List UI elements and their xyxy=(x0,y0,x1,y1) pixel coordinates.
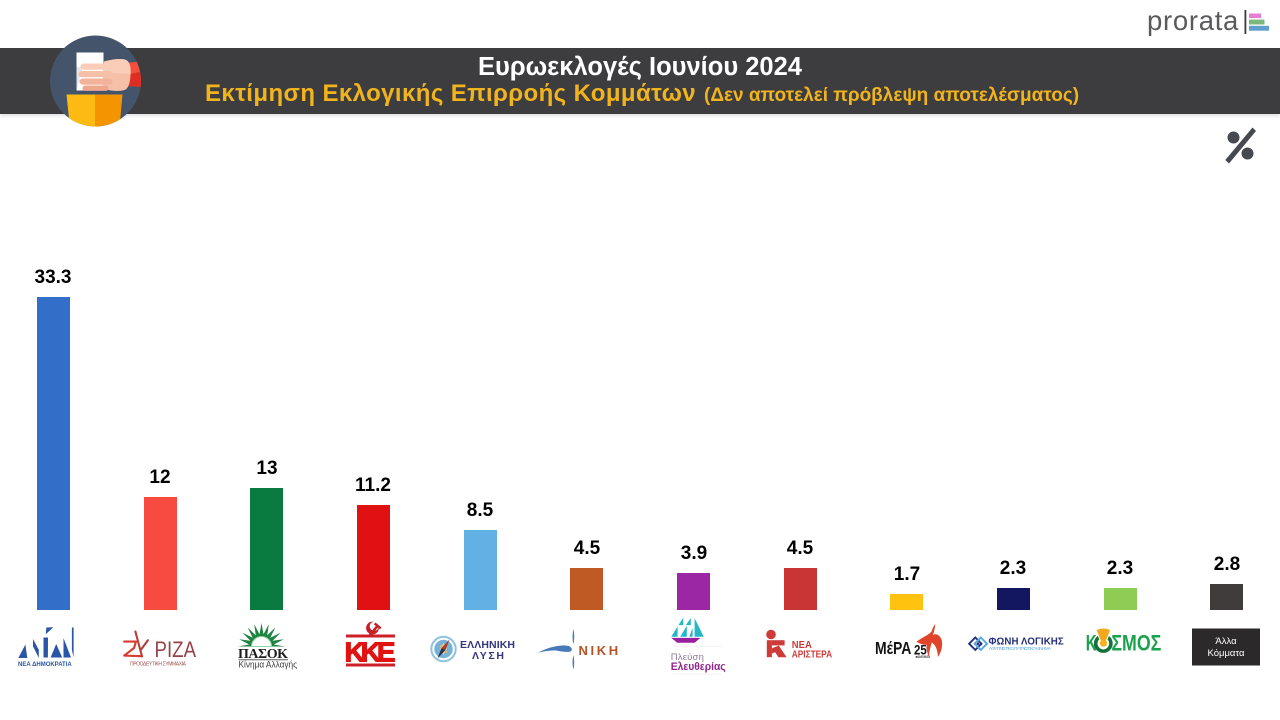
svg-text:ΠΑΣΟΚ: ΠΑΣΟΚ xyxy=(238,647,288,662)
svg-text:ΑΡΙΣΤΕΡΑ: ΑΡΙΣΤΕΡΑ xyxy=(792,649,833,660)
svg-text:ΣΜΟΣ: ΣΜΟΣ xyxy=(1111,632,1161,656)
svg-text:25: 25 xyxy=(914,643,927,658)
svg-text:Άλλα: Άλλα xyxy=(1215,636,1237,647)
svg-text:Κόμματα: Κόμματα xyxy=(1207,648,1245,659)
svg-text:ΚΚΕ: ΚΚΕ xyxy=(345,637,396,668)
svg-text:ΦΩΝΗ ΛΟΓΙΚΗΣ: ΦΩΝΗ ΛΟΓΙΚΗΣ xyxy=(989,637,1064,648)
svg-text:Ελευθερίας: Ελευθερίας xyxy=(671,661,726,673)
svg-text:ΝΙΚΗ: ΝΙΚΗ xyxy=(579,643,621,658)
svg-text:ΛΥΣΗ: ΛΥΣΗ xyxy=(472,650,504,662)
svg-text:ΝΕΑ: ΝΕΑ xyxy=(792,640,812,651)
svg-text:prorata: prorata xyxy=(1147,5,1239,36)
svg-text:■DiEM25: ■DiEM25 xyxy=(916,655,931,659)
svg-text:ΜέΡΑ: ΜέΡΑ xyxy=(875,640,912,659)
svg-text:Κίνημα Αλλαγής: Κίνημα Αλλαγής xyxy=(239,659,298,669)
svg-text:ΑΦΥΠΝΙΣΤΙΚΟ ΠΑΤΡΙΩΤΙΚΟ ΚΙΝΗΜΑ: ΑΦΥΠΝΙΣΤΙΚΟ ΠΑΤΡΙΩΤΙΚΟ ΚΙΝΗΜΑ xyxy=(989,646,1052,651)
svg-text:ΝΕΑ ΔΗΜΟΚΡΑΤΙΑ: ΝΕΑ ΔΗΜΟΚΡΑΤΙΑ xyxy=(18,662,72,668)
svg-text:ΠΡΟΟΔΕΥΤΙΚΗ ΣΥΜΜΑΧΙΑ: ΠΡΟΟΔΕΥΤΙΚΗ ΣΥΜΜΑΧΙΑ xyxy=(130,662,187,668)
svg-text:Κ: Κ xyxy=(1086,632,1097,657)
svg-text:ΕΛΛΗΝΙΚΗ: ΕΛΛΗΝΙΚΗ xyxy=(460,639,515,651)
svg-text:ΡΙΖΑ: ΡΙΖΑ xyxy=(155,638,197,662)
svg-text:Πλεύση: Πλεύση xyxy=(671,652,704,663)
